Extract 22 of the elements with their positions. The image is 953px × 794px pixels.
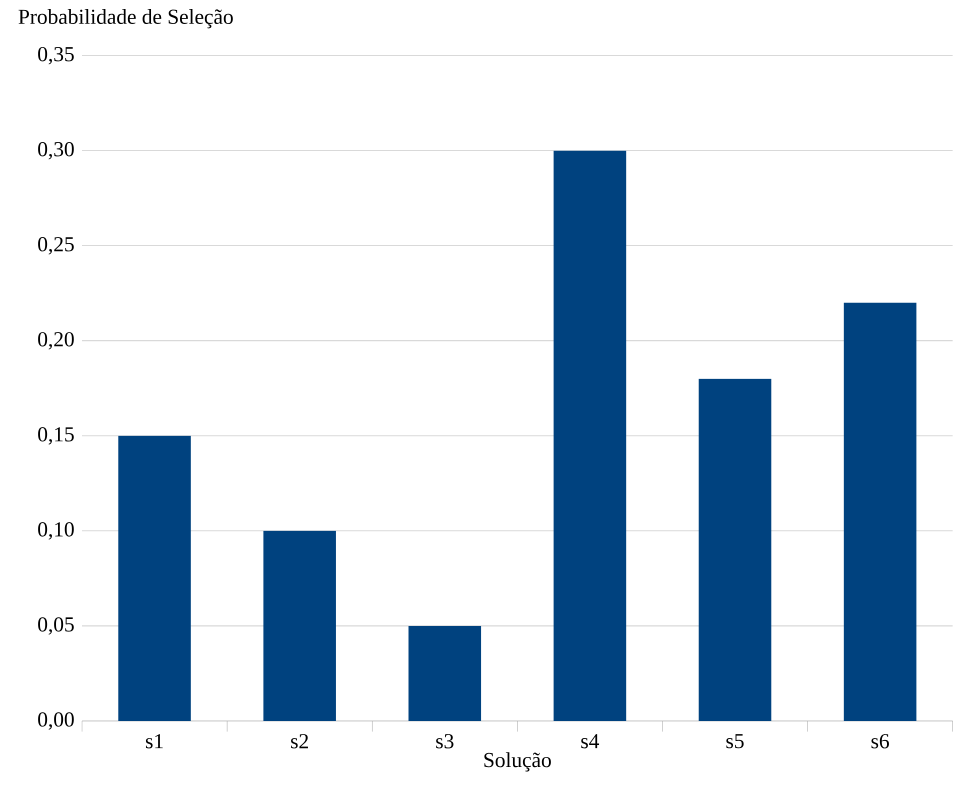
bar (263, 530, 336, 721)
x-tick-label: s5 (726, 734, 744, 748)
bar (554, 150, 626, 721)
x-tick-label: s3 (436, 734, 454, 748)
y-tick-label: 0,00 (38, 712, 74, 730)
bar (698, 378, 772, 721)
y-tick-label: 0,10 (38, 522, 74, 540)
y-tick-label: 0,20 (38, 332, 74, 350)
bar (408, 626, 482, 721)
x-axis-title: Solução (484, 752, 551, 772)
x-tick-label: s6 (872, 734, 889, 748)
y-tick-label: 0,30 (38, 142, 74, 160)
y-tick-label: 0,35 (38, 46, 74, 64)
x-tick-label: s4 (581, 734, 600, 748)
bar (844, 302, 916, 721)
y-tick-label: 0,15 (38, 427, 74, 445)
y-tick-label: 0,05 (38, 617, 74, 635)
x-tick-label: s2 (291, 734, 308, 748)
y-tick-label: 0,25 (38, 237, 74, 254)
x-tick-label: s1 (146, 734, 163, 748)
y-axis-title: Probabilidade de Seleção (18, 8, 233, 28)
bar (118, 436, 191, 721)
